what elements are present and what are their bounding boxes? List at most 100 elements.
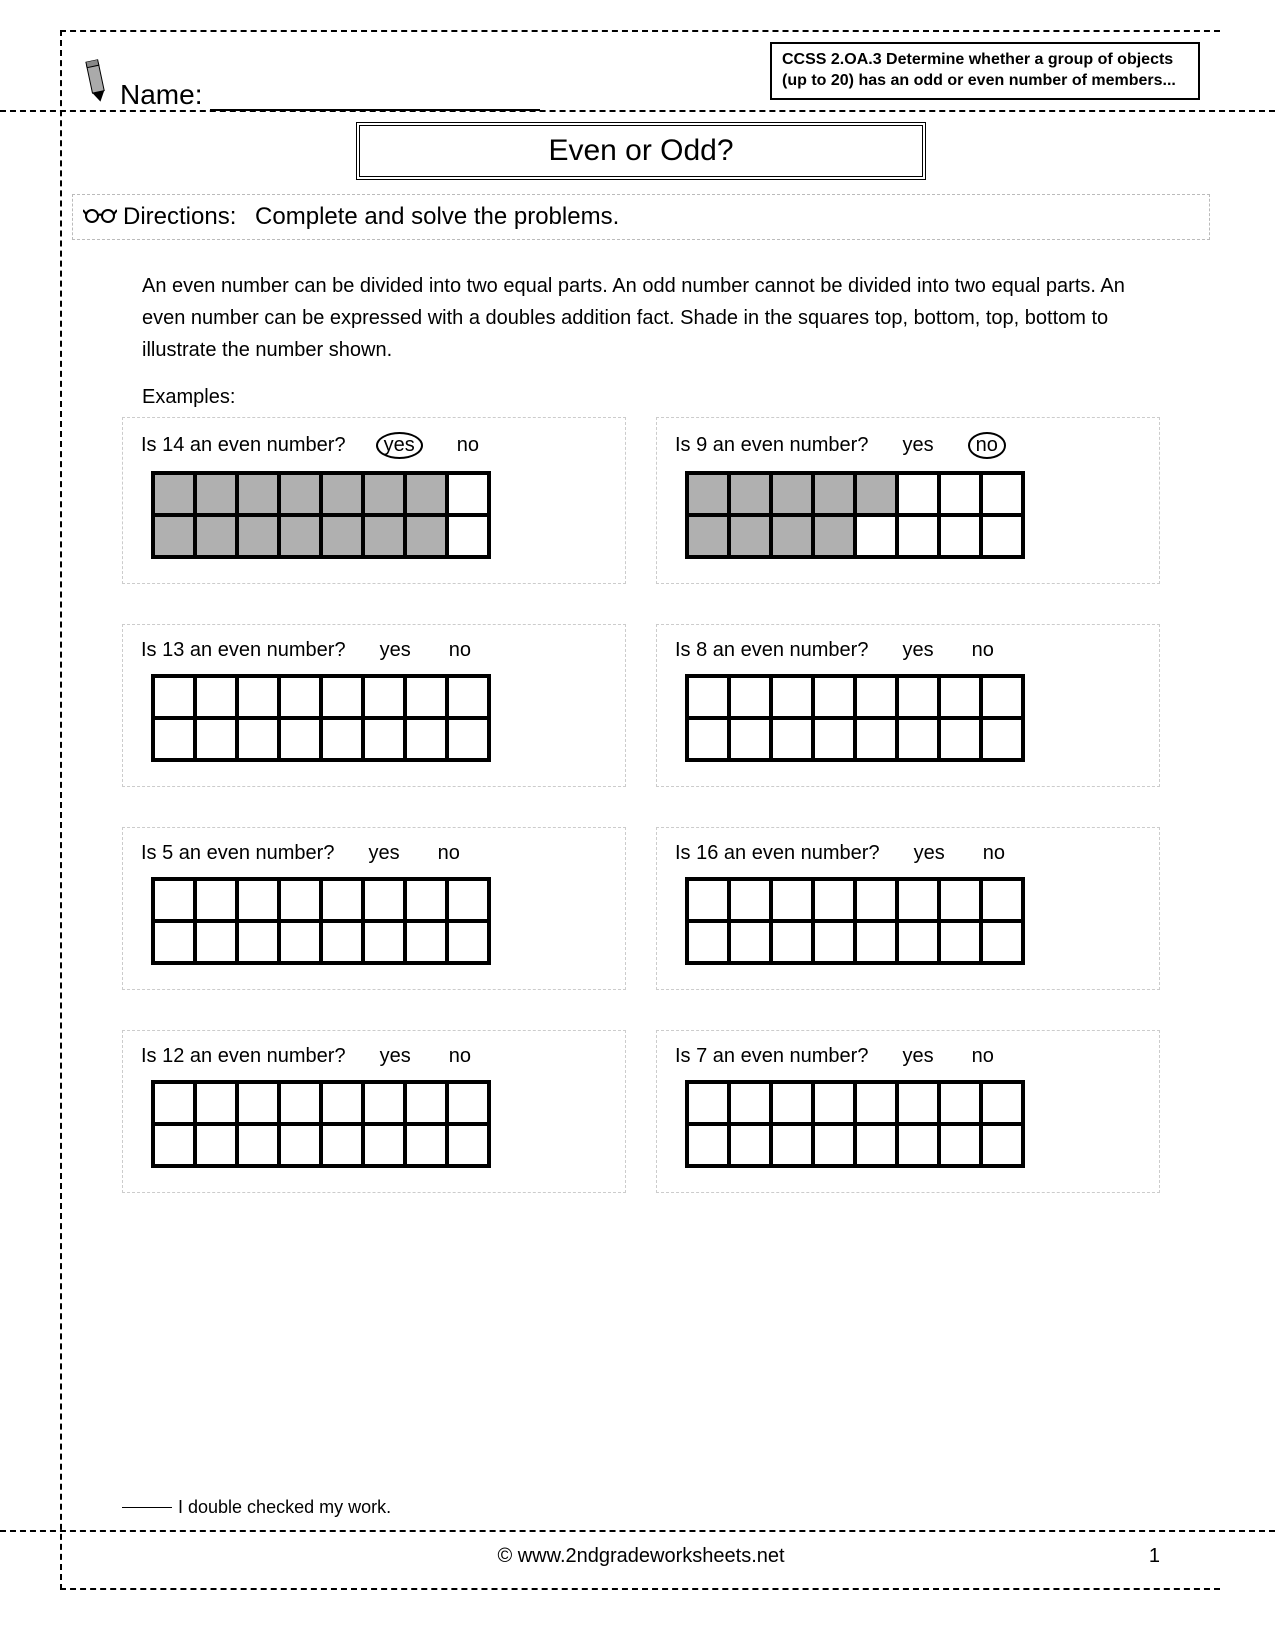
answer-yes[interactable]: yes — [898, 434, 937, 457]
grid-cell[interactable] — [729, 921, 771, 963]
grid-cell[interactable] — [813, 718, 855, 760]
grid-cell[interactable] — [855, 718, 897, 760]
grid-cell[interactable] — [771, 718, 813, 760]
grid-cell[interactable] — [687, 515, 729, 557]
grid-cell[interactable] — [195, 1082, 237, 1124]
grid-cell[interactable] — [855, 473, 897, 515]
grid-cell[interactable] — [321, 676, 363, 718]
answer-yes[interactable]: yes — [910, 842, 949, 865]
grid-cell[interactable] — [981, 921, 1023, 963]
grid-cell[interactable] — [939, 879, 981, 921]
grid-cell[interactable] — [279, 676, 321, 718]
grid-cell[interactable] — [279, 879, 321, 921]
grid-cell[interactable] — [939, 473, 981, 515]
grid-cell[interactable] — [897, 879, 939, 921]
grid-cell[interactable] — [237, 676, 279, 718]
grid-cell[interactable] — [813, 676, 855, 718]
answer-yes[interactable]: yes — [376, 639, 415, 662]
grid-cell[interactable] — [813, 879, 855, 921]
grid-cell[interactable] — [153, 879, 195, 921]
grid-cell[interactable] — [405, 1124, 447, 1166]
grid-cell[interactable] — [939, 1082, 981, 1124]
grid-cell[interactable] — [771, 676, 813, 718]
grid-cell[interactable] — [447, 676, 489, 718]
grid-cell[interactable] — [855, 515, 897, 557]
grid-cell[interactable] — [447, 921, 489, 963]
grid-cell[interactable] — [729, 1124, 771, 1166]
grid-cell[interactable] — [195, 473, 237, 515]
grid-cell[interactable] — [729, 473, 771, 515]
grid-cell[interactable] — [447, 718, 489, 760]
grid-cell[interactable] — [855, 1124, 897, 1166]
grid-cell[interactable] — [447, 473, 489, 515]
grid-cell[interactable] — [729, 1082, 771, 1124]
grid-cell[interactable] — [405, 718, 447, 760]
grid-cell[interactable] — [195, 718, 237, 760]
grid-cell[interactable] — [405, 879, 447, 921]
grid-cell[interactable] — [729, 676, 771, 718]
grid-cell[interactable] — [195, 879, 237, 921]
grid-cell[interactable] — [153, 515, 195, 557]
grid-cell[interactable] — [813, 1082, 855, 1124]
grid-cell[interactable] — [687, 921, 729, 963]
grid-cell[interactable] — [687, 718, 729, 760]
grid-cell[interactable] — [363, 515, 405, 557]
grid-cell[interactable] — [195, 515, 237, 557]
grid-cell[interactable] — [363, 676, 405, 718]
grid-cell[interactable] — [729, 879, 771, 921]
grid-cell[interactable] — [897, 676, 939, 718]
grid-cell[interactable] — [447, 879, 489, 921]
answer-no[interactable]: no — [979, 842, 1009, 865]
grid-cell[interactable] — [363, 1082, 405, 1124]
grid-cell[interactable] — [771, 921, 813, 963]
grid-cell[interactable] — [153, 1124, 195, 1166]
grid-cell[interactable] — [981, 473, 1023, 515]
grid-cell[interactable] — [279, 515, 321, 557]
grid-cell[interactable] — [153, 718, 195, 760]
grid-cell[interactable] — [153, 473, 195, 515]
grid-cell[interactable] — [771, 515, 813, 557]
grid-cell[interactable] — [687, 1082, 729, 1124]
grid-cell[interactable] — [321, 515, 363, 557]
grid-cell[interactable] — [363, 1124, 405, 1166]
answer-no[interactable]: no — [445, 1045, 475, 1068]
grid-cell[interactable] — [279, 718, 321, 760]
grid-cell[interactable] — [729, 515, 771, 557]
grid-cell[interactable] — [279, 921, 321, 963]
answer-no[interactable]: no — [968, 639, 998, 662]
grid-cell[interactable] — [279, 1082, 321, 1124]
grid-cell[interactable] — [981, 879, 1023, 921]
check-blank-line[interactable] — [122, 1507, 172, 1508]
grid-cell[interactable] — [279, 1124, 321, 1166]
grid-cell[interactable] — [687, 1124, 729, 1166]
grid-cell[interactable] — [321, 921, 363, 963]
grid-cell[interactable] — [153, 921, 195, 963]
grid-cell[interactable] — [687, 473, 729, 515]
grid-cell[interactable] — [687, 879, 729, 921]
grid-cell[interactable] — [321, 473, 363, 515]
answer-yes[interactable]: yes — [898, 1045, 937, 1068]
grid-cell[interactable] — [195, 921, 237, 963]
grid-cell[interactable] — [981, 676, 1023, 718]
grid-cell[interactable] — [363, 879, 405, 921]
grid-cell[interactable] — [897, 921, 939, 963]
grid-cell[interactable] — [855, 1082, 897, 1124]
grid-cell[interactable] — [405, 921, 447, 963]
grid-cell[interactable] — [939, 1124, 981, 1166]
grid-cell[interactable] — [321, 1124, 363, 1166]
grid-cell[interactable] — [237, 1124, 279, 1166]
grid-cell[interactable] — [237, 515, 279, 557]
grid-cell[interactable] — [813, 1124, 855, 1166]
grid-cell[interactable] — [939, 921, 981, 963]
grid-cell[interactable] — [195, 676, 237, 718]
grid-cell[interactable] — [195, 1124, 237, 1166]
grid-cell[interactable] — [813, 473, 855, 515]
grid-cell[interactable] — [405, 515, 447, 557]
grid-cell[interactable] — [939, 515, 981, 557]
grid-cell[interactable] — [153, 1082, 195, 1124]
grid-cell[interactable] — [855, 921, 897, 963]
grid-cell[interactable] — [447, 1082, 489, 1124]
grid-cell[interactable] — [939, 676, 981, 718]
grid-cell[interactable] — [981, 1082, 1023, 1124]
name-blank-line[interactable] — [210, 85, 540, 111]
